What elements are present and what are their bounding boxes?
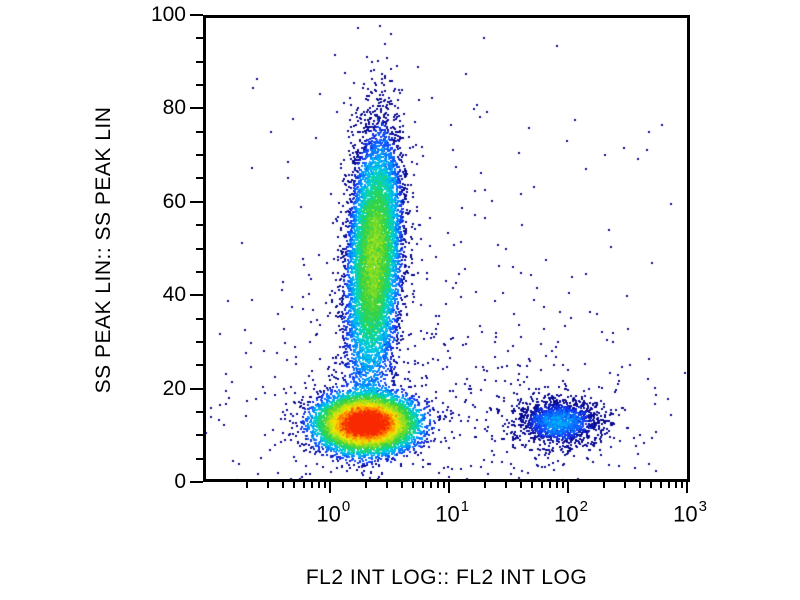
x-minor-tick (302, 482, 305, 488)
y-major-tick (190, 107, 203, 110)
x-minor-tick (602, 482, 605, 488)
x-minor-tick (674, 482, 677, 488)
x-major-tick (686, 482, 689, 493)
x-minor-tick (323, 482, 326, 488)
y-minor-tick (196, 317, 203, 320)
x-minor-tick (483, 482, 486, 488)
x-minor-tick (519, 482, 522, 488)
y-major-tick (190, 481, 203, 483)
x-minor-tick (659, 482, 662, 488)
y-tick-label: 40 (162, 283, 186, 307)
y-tick-label: 0 (174, 470, 186, 493)
y-tick-label: 60 (162, 189, 186, 213)
x-minor-tick (540, 482, 543, 488)
y-minor-tick (196, 247, 203, 250)
x-minor-tick (623, 482, 626, 488)
y-major-tick (190, 387, 203, 390)
x-major-tick (448, 482, 451, 493)
x-minor-tick (531, 482, 534, 488)
x-minor-tick (548, 482, 551, 488)
x-major-tick (329, 482, 332, 493)
x-minor-tick (421, 482, 424, 488)
y-minor-tick (196, 224, 203, 227)
y-tick-label: 80 (162, 96, 186, 120)
x-minor-tick (667, 482, 670, 488)
x-minor-tick (504, 482, 507, 488)
x-minor-tick (429, 482, 432, 488)
y-major-tick (190, 294, 203, 297)
y-minor-tick (196, 177, 203, 180)
density-scatter-canvas (203, 15, 690, 482)
x-minor-tick (281, 482, 284, 488)
x-minor-tick (310, 482, 313, 488)
x-minor-tick (442, 482, 445, 488)
y-minor-tick (196, 84, 203, 87)
x-minor-tick (412, 482, 415, 488)
x-minor-tick (400, 482, 403, 488)
x-minor-tick (436, 482, 439, 488)
x-minor-tick (561, 482, 564, 488)
x-minor-tick (555, 482, 558, 488)
x-minor-tick (267, 482, 270, 488)
x-minor-tick (385, 482, 388, 488)
y-minor-tick (196, 410, 203, 413)
y-major-tick (190, 14, 203, 16)
y-minor-tick (196, 457, 203, 460)
x-minor-tick (317, 482, 320, 488)
y-minor-tick (196, 270, 203, 273)
x-tick-label: 100 (316, 498, 351, 527)
y-minor-tick (196, 60, 203, 63)
x-minor-tick (293, 482, 296, 488)
x-tick-label: 101 (435, 498, 470, 527)
y-minor-tick (196, 37, 203, 40)
y-tick-label: 20 (162, 376, 186, 400)
x-tick-label: 103 (673, 498, 707, 527)
x-axis-title: FL2 INT LOG:: FL2 INT LOG (305, 566, 588, 589)
y-minor-tick (196, 340, 203, 343)
x-minor-tick (638, 482, 641, 488)
y-minor-tick (196, 130, 203, 133)
y-axis-title: SS PEAK LIN:: SS PEAK LIN (92, 106, 115, 394)
x-minor-tick (650, 482, 653, 488)
x-major-tick (567, 482, 570, 493)
y-minor-tick (196, 364, 203, 367)
x-minor-tick (365, 482, 368, 488)
x-minor-tick (680, 482, 683, 488)
x-minor-tick (246, 482, 249, 488)
y-tick-label: 100 (150, 3, 186, 26)
x-tick-label: 102 (554, 498, 589, 527)
y-major-tick (190, 200, 203, 203)
y-minor-tick (196, 154, 203, 157)
y-minor-tick (196, 434, 203, 437)
